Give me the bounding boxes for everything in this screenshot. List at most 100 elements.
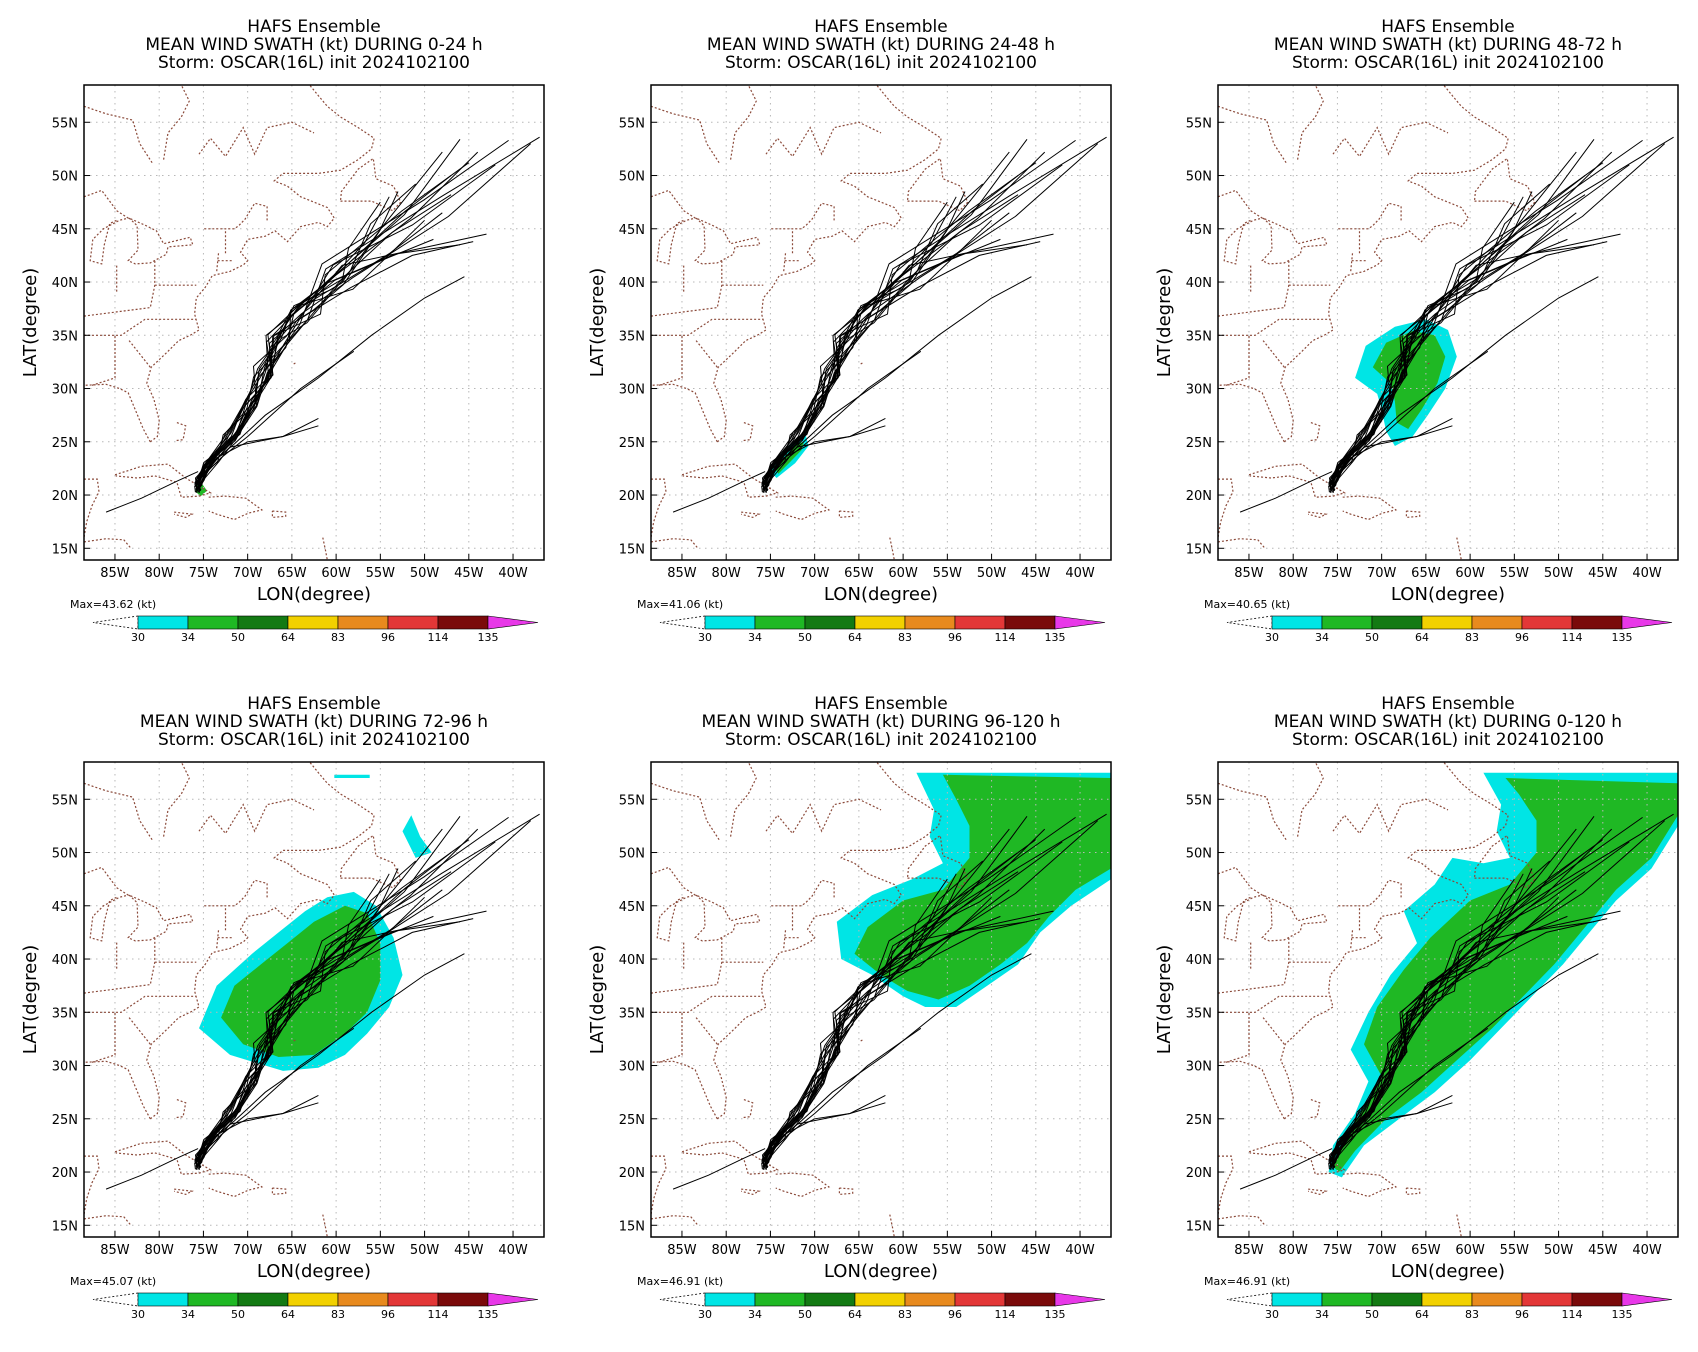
y-tick-label: 55N xyxy=(1186,793,1212,808)
coastline xyxy=(208,495,264,521)
y-tick-label: 20N xyxy=(1186,489,1212,504)
x-tick-label: 55W xyxy=(366,1243,396,1258)
x-tick-label: 65W xyxy=(844,1243,874,1258)
x-tick-label: 70W xyxy=(233,566,263,581)
coastline xyxy=(339,157,402,212)
ensemble-track xyxy=(194,860,417,1164)
x-tick-label: 85W xyxy=(1234,1243,1264,1258)
colorbar-segment xyxy=(337,1292,389,1307)
y-tick-label: 45N xyxy=(619,223,645,238)
ensemble-track xyxy=(1329,918,1608,1166)
ensemble-track xyxy=(194,350,355,485)
x-tick-label: 60W xyxy=(888,1243,918,1258)
ensemble-track xyxy=(764,816,1076,1166)
y-tick-label: 35N xyxy=(619,329,645,344)
y-tick-label: 40N xyxy=(619,276,645,291)
colorbar-label: 83 xyxy=(1465,1308,1479,1321)
coastline xyxy=(1218,105,1287,164)
x-tick-label: 80W xyxy=(1278,1243,1308,1258)
coastline xyxy=(651,1155,667,1215)
coastline xyxy=(1218,782,1287,841)
swath-34kt xyxy=(1372,331,1446,429)
coastline xyxy=(1350,930,1354,949)
colorbar-segment xyxy=(287,1292,339,1307)
x-tick-label: 40W xyxy=(1632,1243,1662,1258)
coastline xyxy=(84,1215,132,1226)
coastline xyxy=(765,121,882,158)
colorbar-segment xyxy=(137,1292,189,1307)
coastline xyxy=(174,511,194,519)
colorbar-label: 34 xyxy=(181,631,195,644)
colorbar-label: 135 xyxy=(1045,631,1066,644)
coastline xyxy=(651,1060,718,1120)
ensemble-track xyxy=(761,1102,886,1162)
coastline xyxy=(838,510,854,519)
ensemble-track xyxy=(195,918,474,1166)
ensemble-track xyxy=(766,816,1028,1165)
x-axis-label: LON(degree) xyxy=(824,584,938,605)
coastline xyxy=(651,478,667,538)
coastline xyxy=(163,762,190,837)
coastline xyxy=(742,422,754,442)
coastline xyxy=(84,866,130,942)
y-tick-label: 30N xyxy=(619,1060,645,1075)
colorbar-segment xyxy=(187,615,239,630)
colorbar-segment xyxy=(1271,615,1323,630)
coastline xyxy=(1427,1039,1430,1042)
plot-frame xyxy=(1217,84,1679,561)
ensemble-track xyxy=(198,276,465,475)
colorbar-underflow xyxy=(1226,615,1273,630)
y-axis-label: LAT(degree) xyxy=(20,945,41,1054)
coastline xyxy=(1338,879,1402,907)
colorbar-segment xyxy=(1421,1292,1473,1307)
colorbar-segment xyxy=(704,615,756,630)
colorbar-overflow xyxy=(1054,1292,1106,1307)
max-wind-label: Max=41.06 (kt) xyxy=(637,598,723,611)
colorbar-label: 34 xyxy=(1315,631,1329,644)
colorbar-label: 50 xyxy=(798,1308,812,1321)
y-tick-label: 15N xyxy=(1186,1219,1212,1234)
chart-subtitle: MEAN WIND SWATH (kt) DURING 24-48 h xyxy=(707,35,1055,55)
coastline xyxy=(1427,362,1430,365)
coastline xyxy=(651,995,764,1013)
y-tick-label: 50N xyxy=(1186,847,1212,862)
x-tick-label: 85W xyxy=(667,566,697,581)
coastline xyxy=(84,995,197,1013)
coastline xyxy=(730,762,757,837)
y-tick-label: 40N xyxy=(52,276,78,291)
coastline xyxy=(1218,1215,1266,1226)
swath-34kt xyxy=(854,774,1111,1000)
colorbar-segment xyxy=(1471,1292,1523,1307)
colorbar-label: 96 xyxy=(948,631,962,644)
ensemble-track xyxy=(1328,183,1551,487)
coastline xyxy=(651,318,764,336)
coastline xyxy=(1218,260,1290,317)
colorbar-underflow xyxy=(1226,1292,1273,1307)
ensemble-track xyxy=(194,183,417,487)
coastline xyxy=(765,798,882,835)
colorbar-segment xyxy=(704,1292,756,1307)
x-axis-label: LON(degree) xyxy=(824,1261,938,1282)
x-tick-label: 45W xyxy=(454,566,484,581)
chart-title: HAFS Ensemble xyxy=(247,694,380,714)
x-tick-label: 55W xyxy=(1500,1243,1530,1258)
colorbar-label: 96 xyxy=(948,1308,962,1321)
y-tick-label: 20N xyxy=(1186,1166,1212,1181)
colorbar-label: 135 xyxy=(1045,1308,1066,1321)
y-tick-label: 45N xyxy=(619,900,645,915)
y-axis-label: LAT(degree) xyxy=(20,268,41,377)
coastline xyxy=(322,1214,328,1237)
coastline xyxy=(741,511,761,519)
y-tick-label: 35N xyxy=(1186,1006,1212,1021)
chart-title: HAFS Ensemble xyxy=(1381,694,1514,714)
colorbar-label: 30 xyxy=(131,1308,145,1321)
colorbar-segment xyxy=(1521,615,1573,630)
colorbar-label: 96 xyxy=(1515,1308,1529,1321)
y-tick-label: 20N xyxy=(52,1166,78,1181)
ensemble-track xyxy=(198,878,381,1170)
coastline xyxy=(771,879,835,907)
y-tick-label: 15N xyxy=(52,1219,78,1234)
coastline xyxy=(91,1012,116,1063)
